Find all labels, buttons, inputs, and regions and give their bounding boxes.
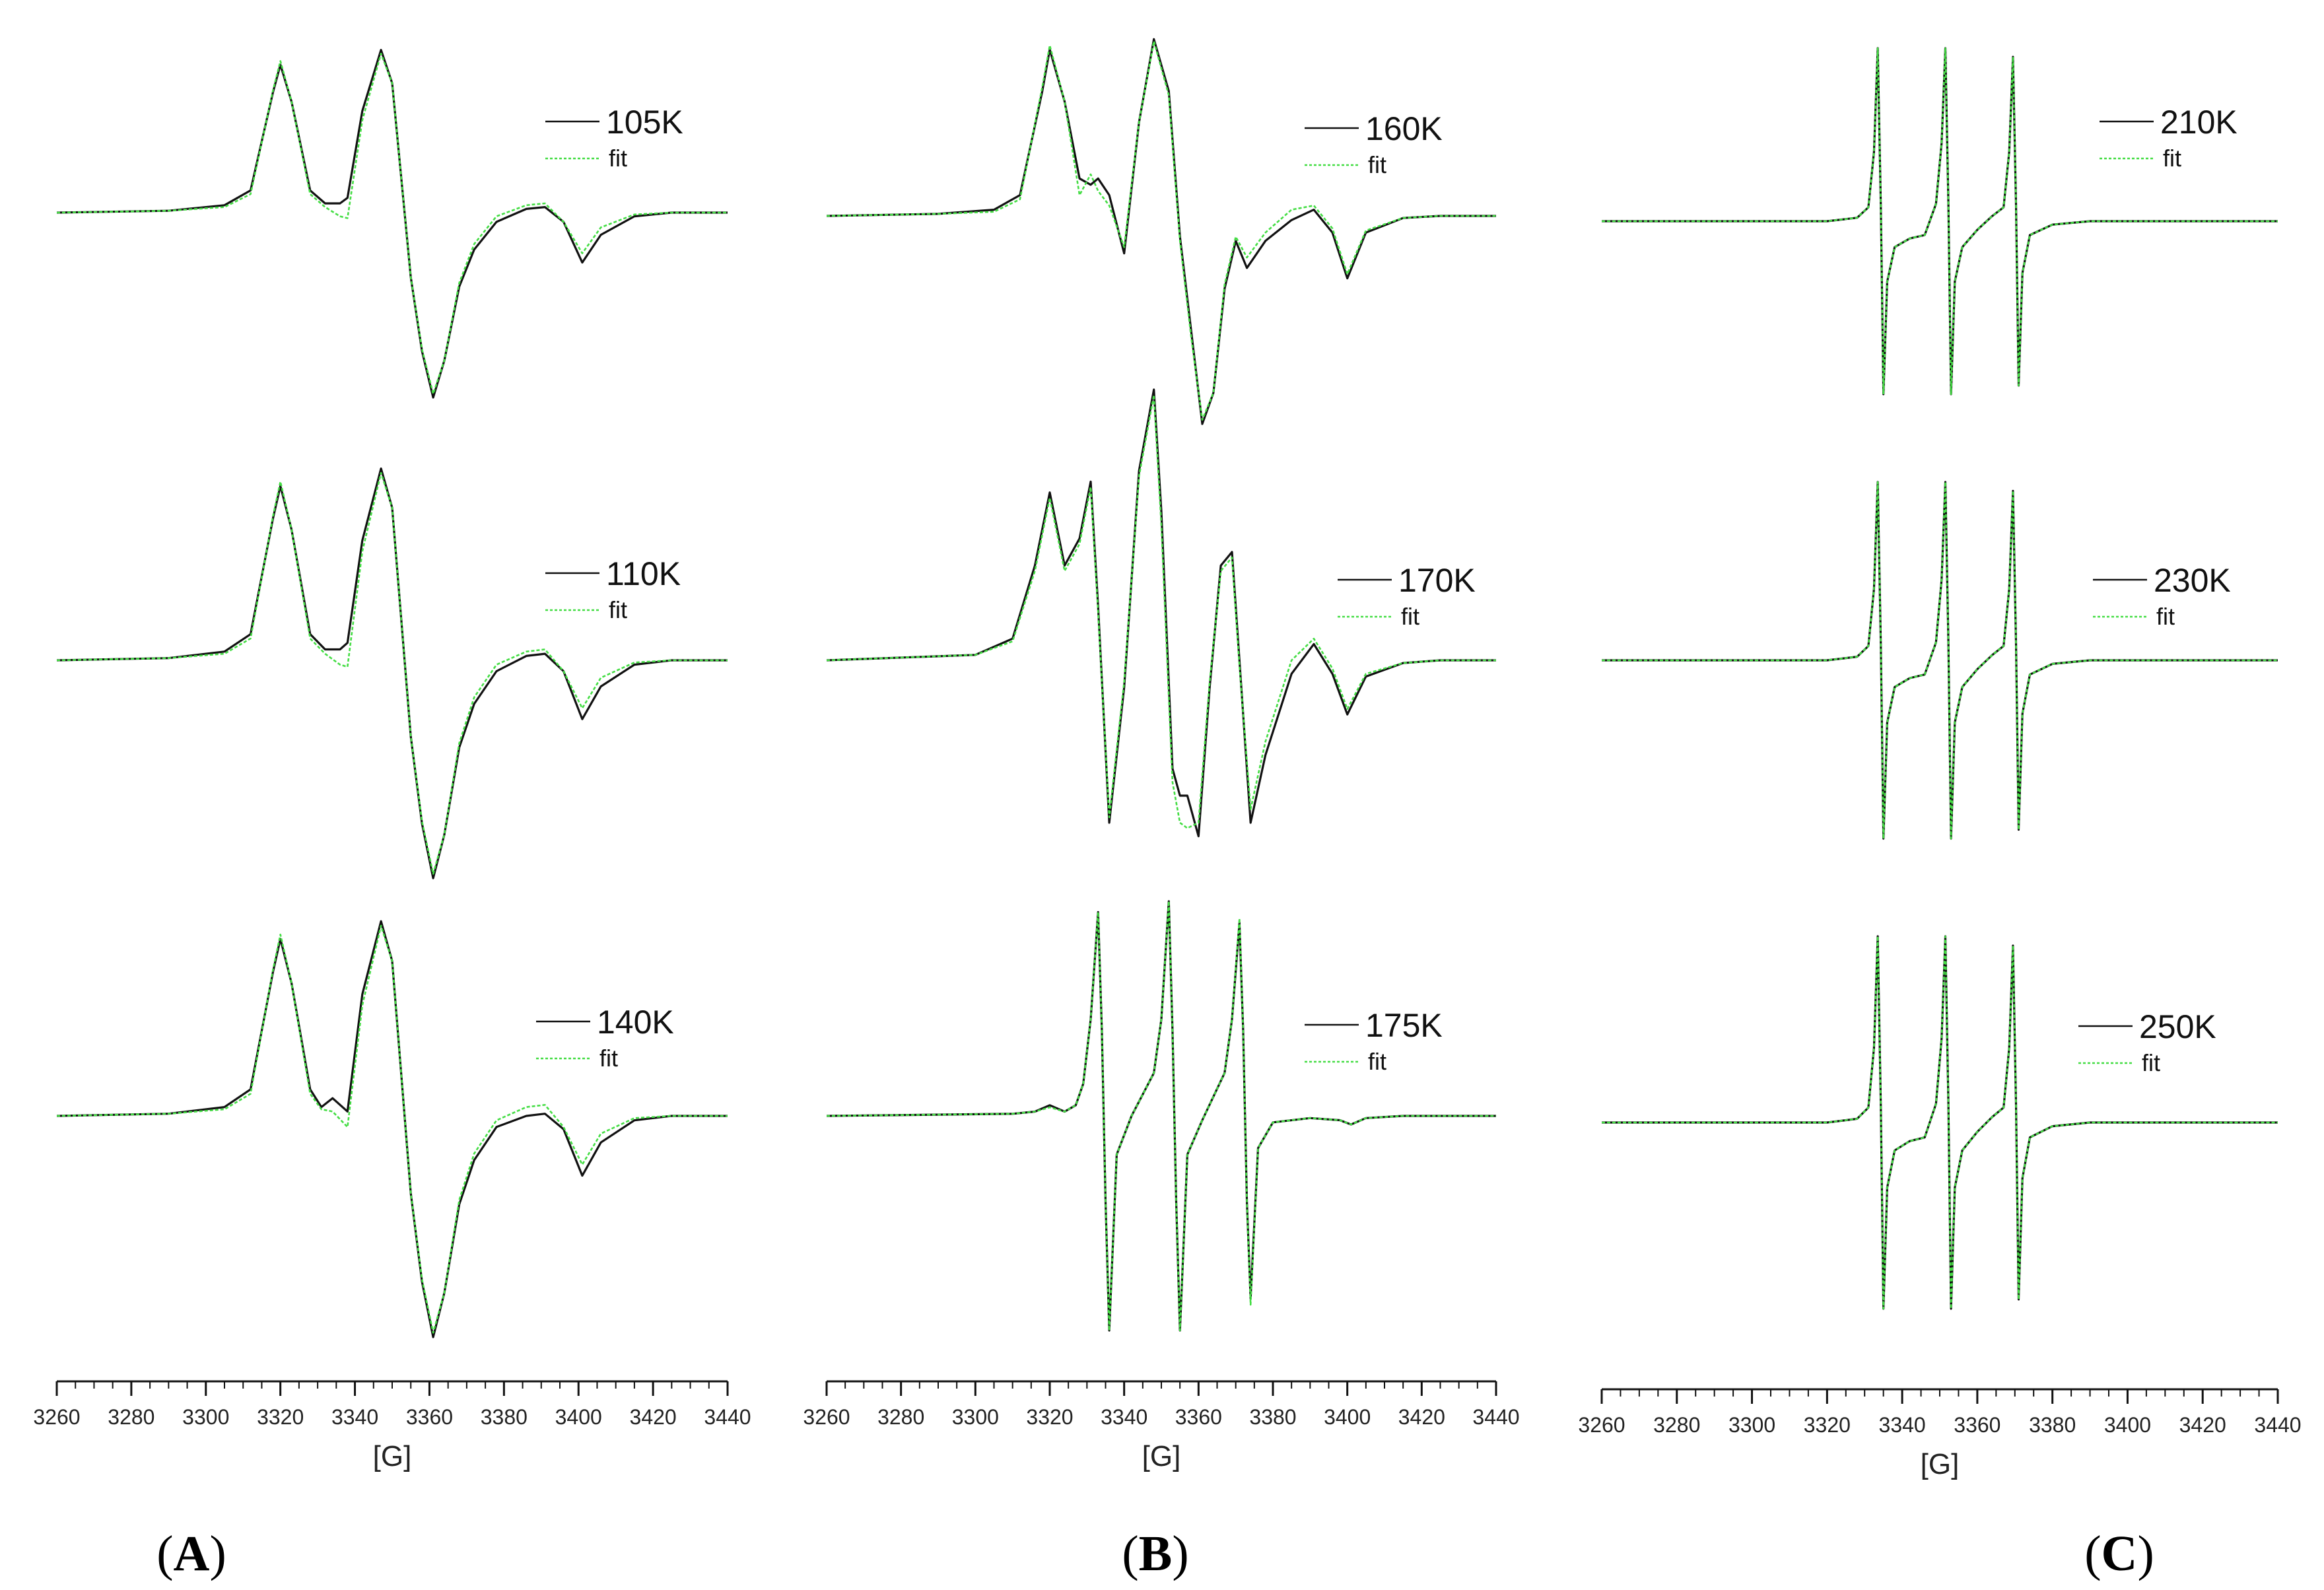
x-tick-label: 3380	[481, 1405, 528, 1429]
legend-label-fit: fit	[1368, 1048, 1386, 1075]
legend-label-fit: fit	[2156, 603, 2175, 630]
x-tick-label: 3420	[630, 1405, 677, 1429]
fit-line-110k	[56, 471, 728, 875]
series-line-110k	[56, 467, 728, 880]
spectrum-250k: 250K fit	[1602, 935, 2278, 1310]
x-tick-label: 3280	[877, 1405, 924, 1429]
spectrum-160k: 160K fit	[826, 38, 1496, 425]
x-tick-label: 3400	[2104, 1413, 2151, 1437]
fit-line-160k	[826, 40, 1496, 421]
legend-label-fit: fit	[2142, 1049, 2160, 1076]
legend-label: 160K	[1365, 110, 1443, 147]
x-axis-label: [G]	[1142, 1440, 1181, 1472]
legend-170k: 170K fit	[1338, 562, 1476, 630]
x-tick-label: 3320	[257, 1405, 304, 1429]
spectrum-210k: 210K fit	[1602, 47, 2278, 396]
x-tick-label: 3440	[704, 1405, 751, 1429]
x-tick-label: 3400	[1324, 1405, 1371, 1429]
spectrum-105k: 105K fit	[56, 48, 728, 399]
legend-label: 170K	[1398, 562, 1476, 599]
x-tick-label: 3360	[1954, 1413, 2000, 1437]
x-tick-label: 3340	[331, 1405, 378, 1429]
x-tick-label: 3280	[1653, 1413, 1700, 1437]
fit-line-250k	[1602, 935, 2278, 1310]
panel-letter: (A)	[156, 1526, 226, 1581]
x-tick-label: 3340	[1879, 1413, 1926, 1437]
legend-label: 140K	[597, 1004, 674, 1041]
legend-label: 110K	[606, 555, 681, 592]
spectrum-170k: 170K fit	[826, 388, 1496, 838]
legend-140k: 140K fit	[536, 1004, 674, 1072]
legend-label-fit: fit	[599, 1045, 618, 1072]
fit-line-175k	[826, 900, 1496, 1332]
series-line-105k	[56, 48, 728, 399]
x-tick-label: 3260	[1578, 1413, 1625, 1437]
legend-label-fit: fit	[1401, 603, 1419, 630]
x-tick-label: 3400	[555, 1405, 602, 1429]
x-axis-label: [G]	[373, 1440, 412, 1472]
series-line-160k	[826, 38, 1496, 425]
legend-label-fit: fit	[609, 145, 627, 172]
legend-175k: 175K fit	[1305, 1007, 1443, 1075]
legend-label-fit: fit	[609, 596, 627, 623]
x-tick-label: 3300	[952, 1405, 999, 1429]
x-tick-label: 3380	[1249, 1405, 1296, 1429]
panel-b: 160K fit 170K fit 175K fit 3260 3280 3300 3320 334…	[803, 38, 1520, 1581]
legend-210k: 210K fit	[2100, 104, 2238, 172]
x-tick-label: 3440	[1472, 1405, 1519, 1429]
x-axis-c: 3260 3280 3300 3320 3340 3360 3380 3400 3420 3440…	[1578, 1388, 2302, 1480]
x-axis-a: 3260 3280 3300 3320 3340 3360 3380 3400 3420 3440…	[33, 1380, 751, 1472]
panel-a: 105K fit 110K fit 140K fit 3260 3280 3300 3320 334…	[33, 48, 751, 1581]
x-tick-label: 3360	[406, 1405, 453, 1429]
legend-160k: 160K fit	[1305, 110, 1443, 178]
panel-c: 210K fit 230K fit 250K fit 3260 3280 3300 3320 334…	[1578, 47, 2302, 1581]
x-tick-label: 3380	[2029, 1413, 2076, 1437]
x-tick-label: 3340	[1101, 1405, 1147, 1429]
spectrum-140k: 140K fit	[56, 920, 728, 1338]
x-axis-b: 3260 3280 3300 3320 3340 3360 3380 3400 3420 3440…	[803, 1380, 1520, 1472]
series-line-140k	[56, 920, 728, 1338]
x-tick-label: 3360	[1175, 1405, 1222, 1429]
legend-label: 105K	[606, 104, 683, 141]
fit-line-170k	[826, 394, 1496, 829]
x-tick-label: 3300	[182, 1405, 229, 1429]
fit-line-105k	[56, 52, 728, 395]
x-tick-label: 3420	[2179, 1413, 2226, 1437]
legend-230k: 230K fit	[2093, 562, 2231, 630]
legend-label-fit: fit	[2163, 145, 2181, 172]
legend-label: 175K	[1365, 1007, 1443, 1044]
legend-250k: 250K fit	[2078, 1008, 2216, 1076]
fit-line-140k	[56, 924, 728, 1334]
fit-line-210k	[1602, 47, 2278, 396]
x-tick-label: 3260	[803, 1405, 850, 1429]
legend-label: 250K	[2139, 1008, 2216, 1045]
legend-label-fit: fit	[1368, 151, 1386, 178]
x-tick-label: 3320	[1804, 1413, 1851, 1437]
x-tick-label: 3320	[1026, 1405, 1073, 1429]
x-tick-label: 3440	[2254, 1413, 2301, 1437]
spectrum-110k: 110K fit	[56, 467, 728, 880]
series-line-170k	[826, 388, 1496, 838]
legend-110k: 110K fit	[545, 555, 681, 623]
fit-line-230k	[1602, 481, 2278, 840]
panel-letter: (C)	[2084, 1526, 2154, 1581]
legend-label: 230K	[2154, 562, 2231, 599]
x-tick-label: 3280	[108, 1405, 154, 1429]
spectrum-230k: 230K fit	[1602, 481, 2278, 840]
x-tick-label: 3300	[1728, 1413, 1775, 1437]
x-tick-label: 3260	[33, 1405, 80, 1429]
legend-105k: 105K fit	[545, 104, 683, 172]
legend-label: 210K	[2160, 104, 2238, 141]
x-tick-label: 3420	[1398, 1405, 1445, 1429]
x-axis-label: [G]	[1921, 1448, 1960, 1480]
spectrum-175k: 175K fit	[826, 900, 1496, 1332]
panel-letter: (B)	[1122, 1526, 1188, 1581]
